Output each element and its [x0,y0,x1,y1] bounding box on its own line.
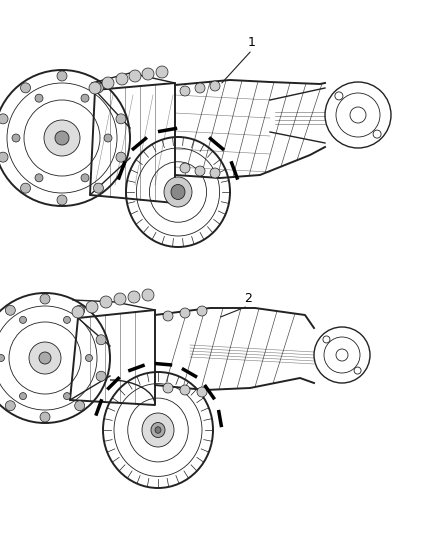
Circle shape [64,317,71,324]
Circle shape [75,305,85,315]
Circle shape [96,335,106,345]
Circle shape [128,291,140,303]
Circle shape [163,311,173,321]
Text: 1: 1 [248,36,256,49]
Circle shape [21,83,31,93]
Circle shape [40,294,50,304]
Circle shape [93,83,103,93]
Circle shape [35,94,43,102]
Circle shape [55,131,69,145]
Circle shape [129,70,141,82]
Circle shape [57,71,67,81]
Circle shape [40,412,50,422]
Circle shape [85,354,92,361]
Circle shape [29,342,61,374]
Circle shape [116,152,126,162]
Circle shape [20,317,27,324]
Text: 2: 2 [244,292,252,304]
Circle shape [75,401,85,411]
Circle shape [116,114,126,124]
Ellipse shape [151,423,165,438]
Circle shape [195,83,205,93]
Circle shape [114,293,126,305]
Circle shape [86,301,98,313]
Circle shape [156,66,168,78]
Ellipse shape [142,413,174,447]
Circle shape [5,401,15,411]
Circle shape [210,168,220,178]
Circle shape [93,183,103,193]
Circle shape [89,82,101,94]
Circle shape [0,354,4,361]
Circle shape [39,352,51,364]
Ellipse shape [164,177,192,207]
Circle shape [0,114,8,124]
Circle shape [142,68,154,80]
Circle shape [12,134,20,142]
Circle shape [180,308,190,318]
Circle shape [195,166,205,176]
Circle shape [0,152,8,162]
Circle shape [81,94,89,102]
Circle shape [72,306,84,318]
Circle shape [197,306,207,316]
Circle shape [35,174,43,182]
Circle shape [197,387,207,397]
Circle shape [44,120,80,156]
Circle shape [5,305,15,315]
Circle shape [104,134,112,142]
Circle shape [57,195,67,205]
Ellipse shape [171,184,185,199]
Circle shape [180,385,190,395]
Circle shape [142,289,154,301]
Circle shape [20,393,27,400]
Circle shape [96,371,106,381]
Circle shape [81,174,89,182]
Circle shape [163,383,173,393]
Circle shape [180,163,190,173]
Circle shape [116,73,128,85]
Circle shape [180,86,190,96]
Circle shape [21,183,31,193]
Circle shape [100,296,112,308]
Circle shape [102,77,114,89]
Ellipse shape [155,427,161,433]
Circle shape [64,393,71,400]
Circle shape [210,81,220,91]
